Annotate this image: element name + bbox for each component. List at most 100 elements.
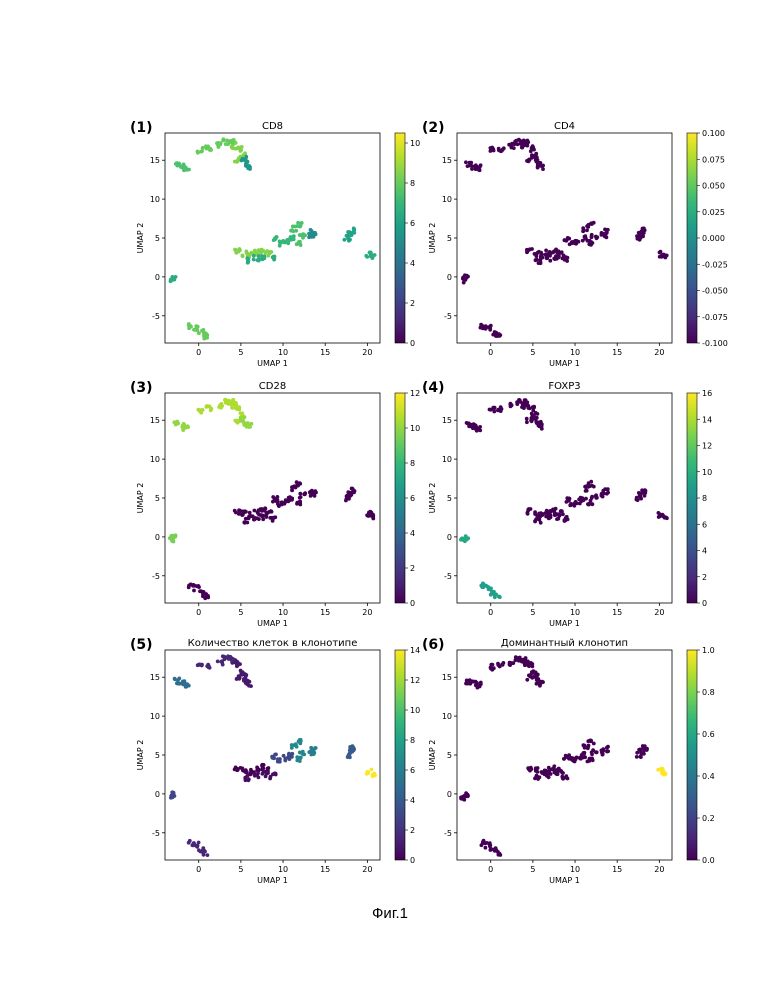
data-point xyxy=(231,406,235,410)
colorbar-tick-label: 0.0 xyxy=(702,856,715,865)
colorbar-tick-label: 0.100 xyxy=(702,129,725,138)
data-point xyxy=(469,161,473,165)
data-point xyxy=(585,228,589,232)
data-point xyxy=(207,664,211,668)
data-point xyxy=(564,518,568,522)
data-point xyxy=(247,517,251,521)
data-point xyxy=(586,239,590,243)
x-tick-label: 20 xyxy=(654,865,664,874)
data-point xyxy=(524,398,528,402)
data-point xyxy=(288,498,292,502)
data-point xyxy=(589,499,593,503)
data-point xyxy=(368,251,372,255)
data-point xyxy=(263,506,267,510)
colorbar-tick-label: 2 xyxy=(702,573,707,582)
colorbar-tick-label: 4 xyxy=(410,529,415,538)
data-point xyxy=(203,596,207,600)
data-point xyxy=(536,777,540,781)
data-point xyxy=(298,741,302,745)
data-point xyxy=(170,790,174,794)
data-point xyxy=(197,331,201,335)
data-point xyxy=(272,516,276,520)
y-tick-label: 10 xyxy=(150,195,160,204)
data-point xyxy=(587,503,591,507)
data-point xyxy=(522,139,526,143)
data-point xyxy=(601,232,605,236)
colorbar-tick-label: -0.050 xyxy=(702,287,728,296)
data-point xyxy=(348,749,352,753)
data-point xyxy=(605,746,609,750)
y-tick-label: 15 xyxy=(442,673,452,682)
data-point xyxy=(195,845,199,849)
panel-3: (3)CD2805101520-5051015UMAP 1UMAP 202468… xyxy=(130,380,420,628)
data-point xyxy=(247,684,251,688)
data-point xyxy=(231,141,235,145)
x-tick-label: 0 xyxy=(196,608,201,617)
scatter-points xyxy=(169,654,377,857)
colorbar-tick-label: 4 xyxy=(702,547,707,556)
colorbar-tick-label: 16 xyxy=(702,389,712,398)
data-point xyxy=(545,509,549,513)
colorbar-tick-label: 0.4 xyxy=(702,772,715,781)
data-point xyxy=(563,238,567,242)
data-point xyxy=(185,426,189,430)
data-point xyxy=(665,516,669,520)
data-point xyxy=(536,251,540,255)
data-point xyxy=(237,512,241,516)
data-point xyxy=(298,492,302,496)
colorbar-tick-label: -0.025 xyxy=(702,260,728,269)
data-point xyxy=(202,337,206,341)
data-point xyxy=(565,496,569,500)
data-point xyxy=(246,260,250,264)
data-point xyxy=(261,517,265,521)
y-axis-label: UMAP 2 xyxy=(428,483,437,514)
data-point xyxy=(273,753,277,757)
umap-figure: (1)CD805101520-5051015UMAP 1UMAP 2024681… xyxy=(0,0,780,990)
x-tick-label: 10 xyxy=(570,608,580,617)
data-point xyxy=(188,325,192,329)
data-point xyxy=(519,142,523,146)
data-point xyxy=(174,423,178,427)
data-point xyxy=(183,679,187,683)
data-point xyxy=(574,757,578,761)
colorbar-tick-label: -0.100 xyxy=(702,339,728,348)
y-tick-label: -5 xyxy=(152,572,160,581)
data-point xyxy=(575,502,579,506)
data-point xyxy=(257,776,261,780)
x-tick-label: 20 xyxy=(362,348,372,357)
y-axis-label: UMAP 2 xyxy=(136,223,145,254)
data-point xyxy=(534,768,538,772)
data-point xyxy=(583,746,587,750)
data-point xyxy=(292,485,296,489)
data-point xyxy=(271,495,275,499)
data-point xyxy=(521,658,525,662)
colorbar-tick-label: 6 xyxy=(410,219,415,228)
colorbar-tick-label: 0.6 xyxy=(702,730,715,739)
data-point xyxy=(553,771,557,775)
data-point xyxy=(580,496,584,500)
x-tick-label: 20 xyxy=(362,608,372,617)
x-tick-label: 5 xyxy=(238,348,243,357)
colorbar-tick-label: 10 xyxy=(410,424,420,433)
data-point xyxy=(496,408,500,412)
data-point xyxy=(569,503,573,507)
data-point xyxy=(641,227,645,231)
data-point xyxy=(537,422,541,426)
data-point xyxy=(525,678,529,682)
data-point xyxy=(269,775,273,779)
colorbar-tick-label: 2 xyxy=(410,299,415,308)
data-point xyxy=(553,257,557,261)
data-point xyxy=(241,420,245,424)
colorbar-tick-label: 0 xyxy=(410,599,415,608)
data-point xyxy=(530,146,534,150)
x-tick-label: 5 xyxy=(238,608,243,617)
data-point xyxy=(267,510,271,514)
data-point xyxy=(605,492,609,496)
x-tick-label: 15 xyxy=(612,608,622,617)
x-tick-label: 15 xyxy=(320,865,330,874)
data-point xyxy=(605,229,609,233)
data-point xyxy=(264,772,268,776)
data-point xyxy=(527,767,531,771)
colorbar-tick-label: 4 xyxy=(410,259,415,268)
data-point xyxy=(639,234,643,238)
